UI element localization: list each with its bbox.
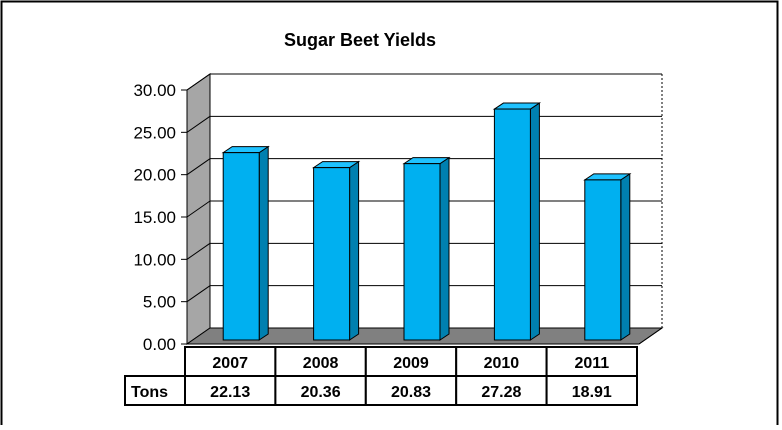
x-category-label: 2009	[393, 355, 429, 372]
gridline-side	[186, 242, 211, 260]
table-cell	[545, 375, 638, 406]
bar-top	[492, 102, 542, 110]
y-tick-label: 10.00	[133, 250, 176, 269]
bar-side	[620, 172, 631, 341]
bar-side	[349, 160, 360, 341]
bar-top	[311, 161, 361, 169]
table-cell	[124, 375, 186, 406]
data-value-label: 18.91	[572, 384, 612, 401]
bar-front	[403, 163, 441, 341]
bar	[311, 160, 361, 341]
table-cell	[184, 346, 277, 377]
bar-side	[529, 102, 540, 341]
bar-side	[258, 145, 269, 341]
bar	[221, 145, 270, 341]
gridline-side	[186, 158, 211, 176]
data-value-label: 22.13	[210, 384, 250, 401]
bar-front	[584, 179, 622, 341]
chart-title: Sugar Beet Yields	[284, 30, 436, 50]
bar-top	[583, 173, 632, 181]
x-category-label: 2011	[574, 355, 609, 372]
data-value-label: 20.36	[301, 384, 341, 401]
y-tick-label: 25.00	[133, 123, 176, 142]
bar-top	[221, 146, 270, 154]
table-cell	[274, 375, 367, 406]
y-tick-label: 15.00	[133, 208, 176, 227]
table-cell	[274, 346, 367, 377]
y-tick-label: 20.00	[133, 166, 176, 185]
gridline-side	[186, 73, 211, 91]
x-category-label: 2010	[484, 355, 520, 372]
data-table: 2007 2008 2009 2010 2011 Tons 22.13 20.36 20.83 2…	[124, 346, 638, 406]
y-axis-ticks: 0.00 5.00 10.00 15.00 20.00 25.00 30.00	[133, 81, 188, 354]
bar-side	[439, 156, 450, 341]
bar-top	[402, 157, 451, 165]
bar	[583, 172, 632, 341]
floor-edge	[638, 327, 663, 345]
gridline-side	[186, 115, 211, 133]
bar-front	[493, 108, 531, 341]
y-tick-label: 5.00	[143, 293, 176, 312]
series-name-label: Tons	[131, 384, 168, 401]
data-value-label: 27.28	[481, 384, 521, 401]
bar	[402, 156, 451, 341]
y-tick-label: 0.00	[143, 335, 176, 354]
gridline-side	[186, 200, 211, 218]
bar	[492, 102, 542, 341]
y-tick-label: 30.00	[133, 81, 176, 100]
table-cell	[184, 375, 277, 406]
x-category-label: 2007	[212, 355, 248, 372]
data-value-label: 20.83	[391, 384, 431, 401]
gridline-side	[186, 285, 211, 303]
bar-front	[222, 152, 260, 341]
bar-front	[313, 167, 351, 341]
x-category-label: 2008	[303, 355, 339, 372]
bars	[221, 102, 632, 341]
table-cell	[455, 375, 548, 406]
